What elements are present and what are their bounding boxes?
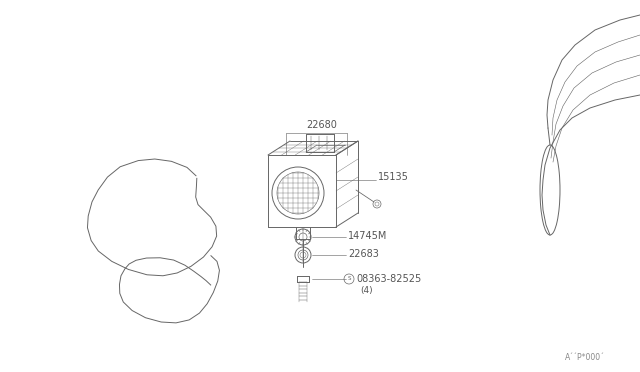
Text: S: S — [348, 276, 351, 282]
Text: 08363-82525: 08363-82525 — [356, 274, 421, 284]
Text: (4): (4) — [360, 285, 372, 295]
Text: 15135: 15135 — [378, 172, 409, 182]
Text: 22680: 22680 — [306, 120, 337, 130]
Text: 22683: 22683 — [348, 249, 379, 259]
Text: 14745M: 14745M — [348, 231, 387, 241]
Text: A´´P*000´: A´´P*000´ — [565, 353, 605, 362]
